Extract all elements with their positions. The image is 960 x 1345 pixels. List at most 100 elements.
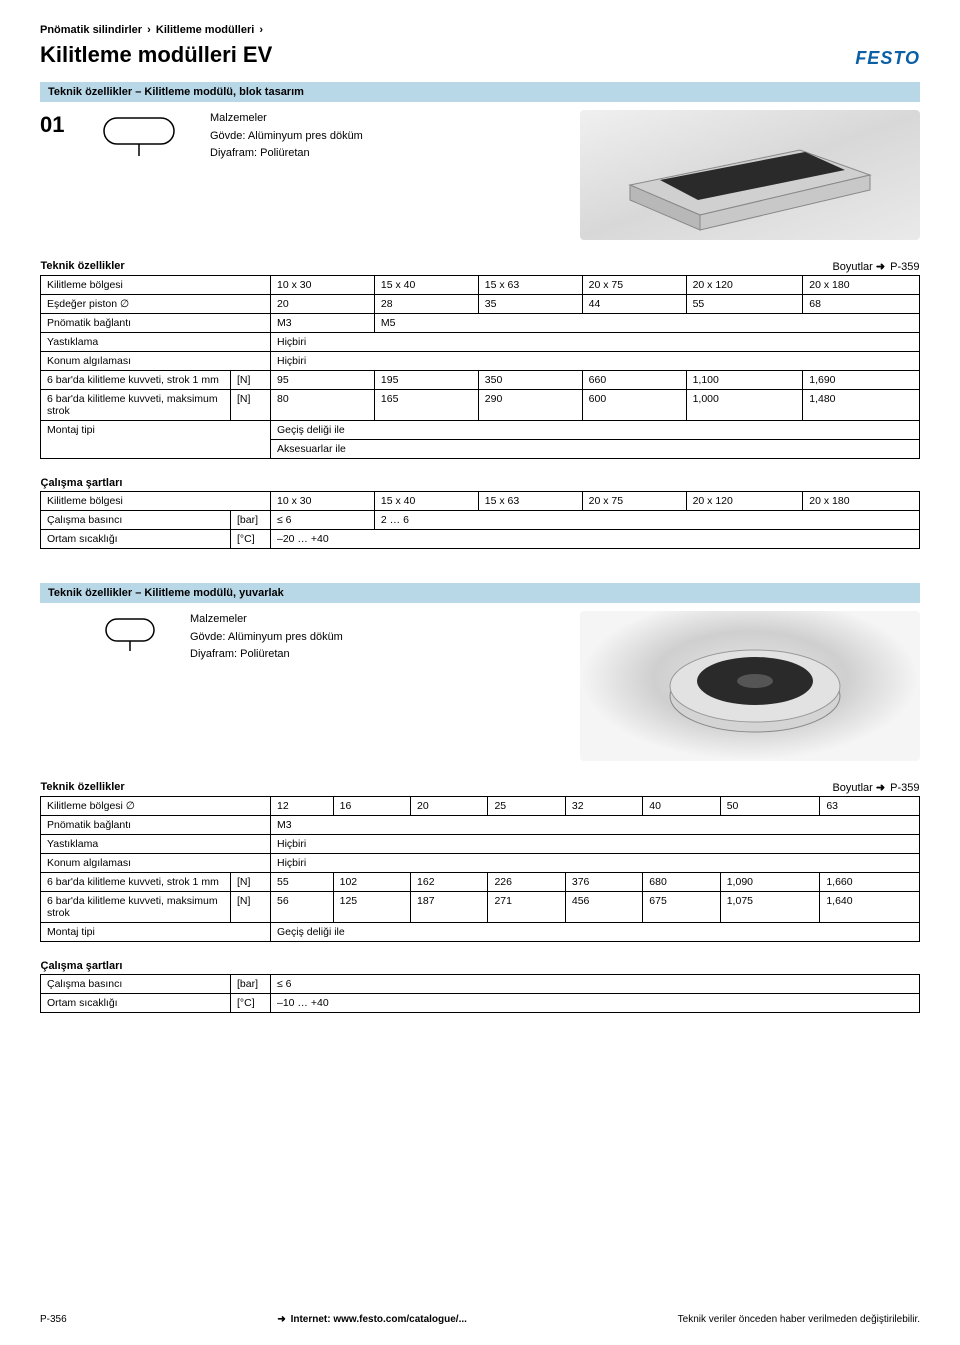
unit: [N] [231, 371, 271, 390]
row-label: Çalışma basıncı [41, 975, 231, 994]
arrow-icon: ➜ [876, 782, 885, 794]
cell: Hiçbiri [271, 333, 920, 352]
footer-url: ➜ Internet: www.festo.com/catalogue/... [277, 1314, 467, 1325]
row-label: Ortam sıcaklığı [41, 994, 231, 1013]
table-title: Çalışma şartları [41, 958, 920, 975]
cell: 80 [271, 390, 375, 421]
cell: 271 [488, 892, 565, 923]
cell: M3 [271, 816, 920, 835]
unit: [bar] [231, 511, 271, 530]
footer-disclaimer: Teknik veriler önceden haber verilmeden … [678, 1314, 920, 1325]
materials-line: Diyafram: Poliüretan [210, 145, 560, 162]
tech-specs-table-block: Teknik özellikler Boyutlar ➜ P-359 Kilit… [40, 258, 920, 459]
cell: 15 x 63 [478, 492, 582, 511]
cell: 125 [333, 892, 410, 923]
materials-line: Gövde: Alüminyum pres döküm [210, 128, 560, 145]
page-number-badge: 01 [40, 110, 80, 138]
dims-ref: Boyutlar ➜ P-359 [582, 258, 919, 276]
cell: 1,100 [686, 371, 803, 390]
unit: [N] [231, 892, 271, 923]
cell: Aksesuarlar ile [271, 440, 920, 459]
cell: 20 x 180 [803, 276, 920, 295]
chevron-icon: › [147, 24, 151, 36]
arrow-icon: ➜ [876, 261, 885, 273]
product-image-round [580, 611, 920, 761]
row-label: Konum algılaması [41, 352, 271, 371]
table-title: Teknik özellikler [41, 258, 583, 276]
cell: 35 [478, 295, 582, 314]
intro-row: 01 Malzemeler Gövde: Alüminyum pres dökü… [40, 110, 920, 240]
cell: 1,690 [803, 371, 920, 390]
row-label: Ortam sıcaklığı [41, 530, 231, 549]
brand-logo: FESTO [855, 48, 920, 69]
row-label: Eşdeğer piston ∅ [41, 295, 271, 314]
cell: 20 [411, 797, 488, 816]
operating-conditions-table-round: Çalışma şartları Çalışma basıncı [bar] ≤… [40, 958, 920, 1013]
cell: 456 [565, 892, 642, 923]
unit: [N] [231, 390, 271, 421]
intro-row-round: Malzemeler Gövde: Alüminyum pres döküm D… [40, 611, 920, 761]
cell: 20 [271, 295, 375, 314]
cell: 20 x 120 [686, 276, 803, 295]
cell: 290 [478, 390, 582, 421]
cell: 195 [374, 371, 478, 390]
cell: 20 x 180 [803, 492, 920, 511]
cell: –20 … +40 [271, 530, 920, 549]
cell: 600 [582, 390, 686, 421]
row-label: 6 bar'da kilitleme kuvveti, strok 1 mm [41, 371, 231, 390]
cell: 55 [686, 295, 803, 314]
section-header-round: Teknik özellikler – Kilitleme modülü, yu… [40, 583, 920, 603]
cell: ≤ 6 [271, 975, 920, 994]
cell: 56 [271, 892, 334, 923]
row-label: Çalışma basıncı [41, 511, 231, 530]
materials-label: Malzemeler [210, 110, 560, 127]
cell: 32 [565, 797, 642, 816]
cell: 1,000 [686, 390, 803, 421]
cell: 1,075 [720, 892, 820, 923]
cell: 20 x 75 [582, 492, 686, 511]
row-label: Kilitleme bölgesi [41, 492, 271, 511]
table-title: Çalışma şartları [41, 475, 920, 492]
breadcrumb: Pnömatik silindirler › Kilitleme modülle… [40, 24, 920, 36]
row-label: 6 bar'da kilitleme kuvveti, maksimum str… [41, 892, 231, 923]
cell: 376 [565, 873, 642, 892]
cell: 55 [271, 873, 334, 892]
row-label: Pnömatik bağlantı [41, 816, 271, 835]
breadcrumb-item: Kilitleme modülleri [156, 24, 254, 36]
cell: 25 [488, 797, 565, 816]
materials-round: Malzemeler Gövde: Alüminyum pres döküm D… [190, 611, 560, 664]
table-title: Teknik özellikler [41, 779, 566, 797]
cell: 226 [488, 873, 565, 892]
arrow-icon: ➜ [277, 1314, 285, 1325]
row-label: 6 bar'da kilitleme kuvveti, maksimum str… [41, 390, 231, 421]
cell: 2 … 6 [374, 511, 919, 530]
page-footer: P-356 ➜ Internet: www.festo.com/catalogu… [40, 1314, 920, 1325]
cell: 15 x 40 [374, 276, 478, 295]
materials-block: Malzemeler Gövde: Alüminyum pres döküm D… [210, 110, 560, 163]
footer-page-ref: P-356 [40, 1314, 67, 1325]
cell: 40 [643, 797, 720, 816]
cell: 12 [271, 797, 334, 816]
cell: Geçiş deliği ile [271, 923, 920, 942]
cell: 16 [333, 797, 410, 816]
operating-conditions-table-block: Çalışma şartları Kilitleme bölgesi 10 x … [40, 475, 920, 549]
cell: 20 x 120 [686, 492, 803, 511]
cell: 1,090 [720, 873, 820, 892]
cell: 50 [720, 797, 820, 816]
row-label: Konum algılaması [41, 854, 271, 873]
cell: –10 … +40 [271, 994, 920, 1013]
cell: Hiçbiri [271, 835, 920, 854]
cell: 1,660 [820, 873, 920, 892]
dims-ref: Boyutlar ➜ P-359 [565, 779, 919, 797]
cell: 660 [582, 371, 686, 390]
cell: 95 [271, 371, 375, 390]
cell: 162 [411, 873, 488, 892]
chevron-icon: › [259, 24, 263, 36]
cell: 68 [803, 295, 920, 314]
row-label: Montaj tipi [41, 421, 271, 459]
cell: 20 x 75 [582, 276, 686, 295]
cell: 15 x 63 [478, 276, 582, 295]
materials-line: Diyafram: Poliüretan [190, 646, 560, 663]
block-shape-icon [100, 110, 190, 163]
cell: 1,480 [803, 390, 920, 421]
